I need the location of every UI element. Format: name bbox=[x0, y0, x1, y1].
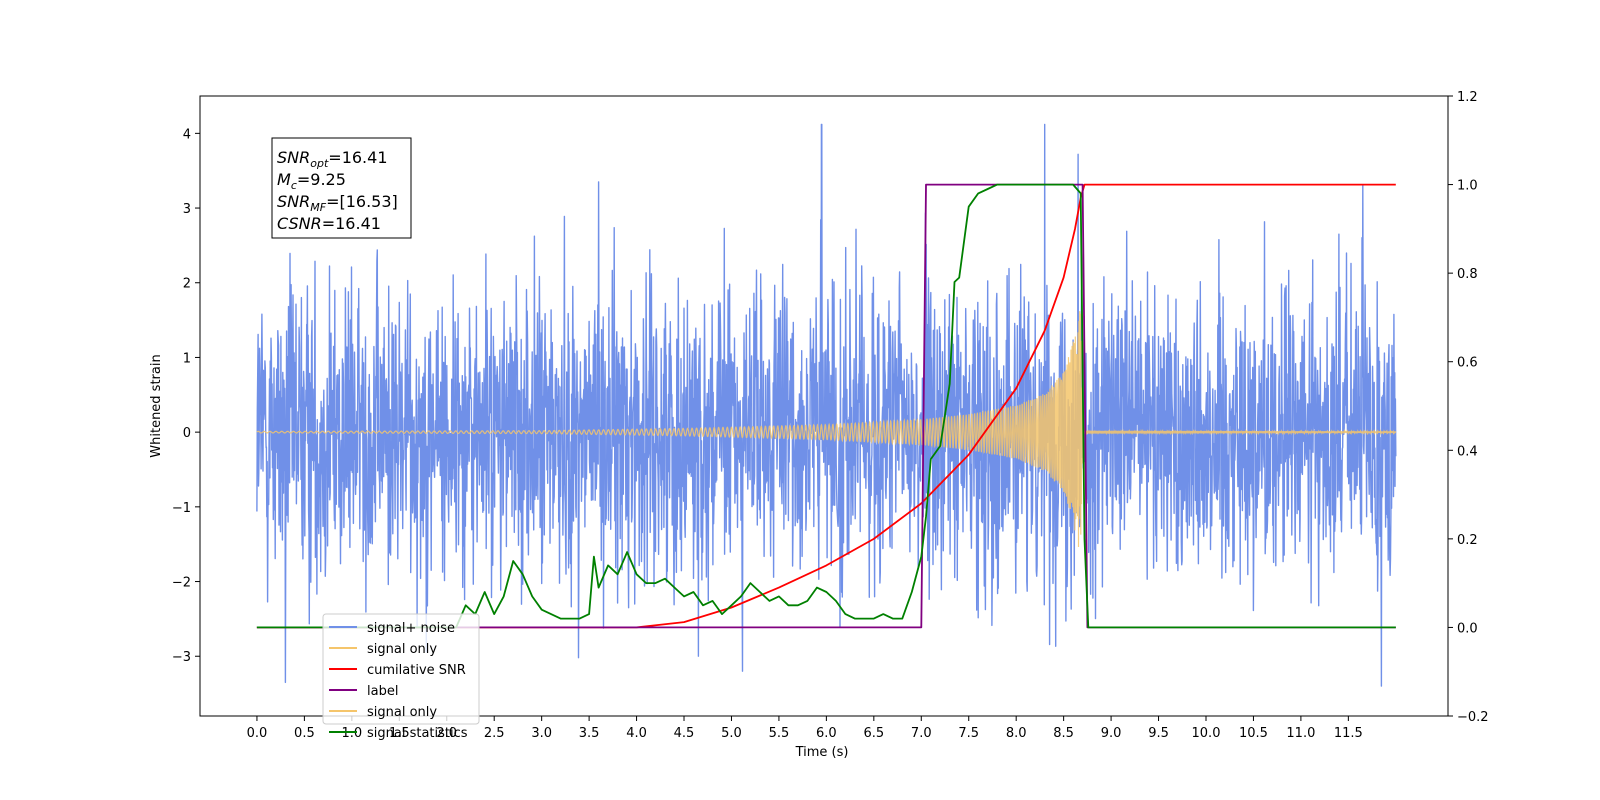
x-tick-label: 8.5 bbox=[1053, 726, 1074, 741]
x-tick-label: 1.5 bbox=[389, 726, 410, 741]
x-tick-label: 6.5 bbox=[863, 726, 884, 741]
x-axis-title: Time (s) bbox=[795, 745, 849, 760]
x-axis: 0.0 0.5 1.0 1.5 2.0 2.5 3.0 3.5 4.0 4.5 5.0 5.5 6.0 6… bbox=[247, 716, 1363, 741]
plot-frame bbox=[199, 95, 1449, 717]
y-right-tick-label: 0.6 bbox=[1457, 356, 1478, 371]
annotation-subscript: opt bbox=[310, 157, 329, 170]
y-left-tick-label: 2 bbox=[183, 277, 191, 292]
series-cumilative-snr-line bbox=[256, 183, 1396, 629]
y-right-tick-label: 1.0 bbox=[1457, 179, 1478, 194]
legend-label: signal only bbox=[367, 642, 437, 657]
y-right-tick-label: 0.4 bbox=[1457, 444, 1478, 459]
y-left-tick-label: 4 bbox=[183, 127, 191, 142]
annotation-frame bbox=[271, 137, 412, 239]
y-axis-title: Whitened strain bbox=[149, 354, 164, 457]
y-left-tick-label: −2 bbox=[172, 576, 191, 591]
annotation-line: CSNR=16.41 bbox=[277, 214, 381, 233]
annotation-value: =16.41 bbox=[328, 148, 387, 167]
y-right-tick-label: 0.0 bbox=[1457, 621, 1478, 636]
annotation-line: Mc=9.25 bbox=[277, 170, 346, 192]
annotation-line: SNRopt=16.41 bbox=[277, 148, 388, 170]
x-tick-label: 0.5 bbox=[294, 726, 315, 741]
legend: signal+ noise signal only cumilative SNR la… bbox=[322, 613, 480, 741]
x-tick-label: 9.5 bbox=[1148, 726, 1169, 741]
x-tick-label: 8.0 bbox=[1006, 726, 1027, 741]
annotation-symbol: SNR bbox=[277, 148, 310, 167]
y-right-tick-label: 0.2 bbox=[1457, 533, 1478, 548]
annotation-subscript: c bbox=[291, 179, 297, 192]
x-tick-label: 10.0 bbox=[1192, 726, 1221, 741]
x-tick-label: 7.0 bbox=[911, 726, 932, 741]
annotation-value: =9.25 bbox=[297, 170, 346, 189]
x-tick-label: 4.5 bbox=[674, 726, 695, 741]
x-tick-label: 5.0 bbox=[721, 726, 742, 741]
annotation-symbol: SNR bbox=[277, 192, 310, 211]
annotation-box: SNRopt=16.41Mc=9.25SNRMF=[16.53]CSNR=16.… bbox=[271, 137, 412, 239]
series-signal-statistics-line bbox=[256, 183, 1396, 629]
x-tick-label: 3.5 bbox=[579, 726, 600, 741]
y-axis-left: −3 −2 −1 0 1 2 3 4 bbox=[172, 127, 200, 665]
x-tick-label: 2.0 bbox=[436, 726, 457, 741]
legend-frame bbox=[322, 613, 480, 725]
series-layer bbox=[256, 123, 1397, 687]
series-signal-only-line bbox=[256, 311, 1397, 548]
annotation-line: SNRMF=[16.53] bbox=[277, 192, 398, 214]
y-right-tick-label: −0.2 bbox=[1457, 710, 1489, 725]
annotation-symbol: CSNR bbox=[277, 214, 322, 233]
series-signal-noise-line bbox=[256, 123, 1397, 687]
annotation-value: =16.41 bbox=[322, 214, 381, 233]
x-tick-label: 6.0 bbox=[816, 726, 837, 741]
y-left-tick-label: 1 bbox=[183, 351, 191, 366]
legend-label: cumilative SNR bbox=[367, 663, 466, 678]
y-left-tick-label: 0 bbox=[183, 426, 191, 441]
legend-label: signal statistics bbox=[367, 726, 468, 741]
x-tick-label: 9.0 bbox=[1101, 726, 1122, 741]
annotation-symbol: M bbox=[277, 170, 291, 189]
y-left-tick-label: 3 bbox=[183, 202, 191, 217]
y-axis-right: −0.2 0.0 0.2 0.4 0.6 0.8 1.0 1.2 bbox=[1448, 90, 1489, 725]
y-right-tick-label: 1.2 bbox=[1457, 90, 1478, 105]
x-tick-label: 11.5 bbox=[1334, 726, 1363, 741]
y-right-tick-label: 0.8 bbox=[1457, 267, 1478, 282]
legend-label: signal+ noise bbox=[367, 621, 455, 636]
legend-label: label bbox=[367, 684, 398, 699]
x-tick-label: 1.0 bbox=[342, 726, 363, 741]
x-tick-label: 3.0 bbox=[531, 726, 552, 741]
y-left-tick-label: −3 bbox=[172, 650, 191, 665]
annotation-value: =[16.53] bbox=[326, 192, 398, 211]
x-tick-label: 2.5 bbox=[484, 726, 505, 741]
y-left-tick-label: −1 bbox=[172, 501, 191, 516]
annotation-subscript: MF bbox=[310, 201, 326, 214]
x-tick-label: 11.0 bbox=[1286, 726, 1315, 741]
x-tick-label: 4.0 bbox=[626, 726, 647, 741]
legend-label: signal only bbox=[367, 705, 437, 720]
x-tick-label: 0.0 bbox=[247, 726, 268, 741]
x-tick-label: 7.5 bbox=[958, 726, 979, 741]
x-tick-label: 5.5 bbox=[769, 726, 790, 741]
x-tick-label: 10.5 bbox=[1239, 726, 1268, 741]
